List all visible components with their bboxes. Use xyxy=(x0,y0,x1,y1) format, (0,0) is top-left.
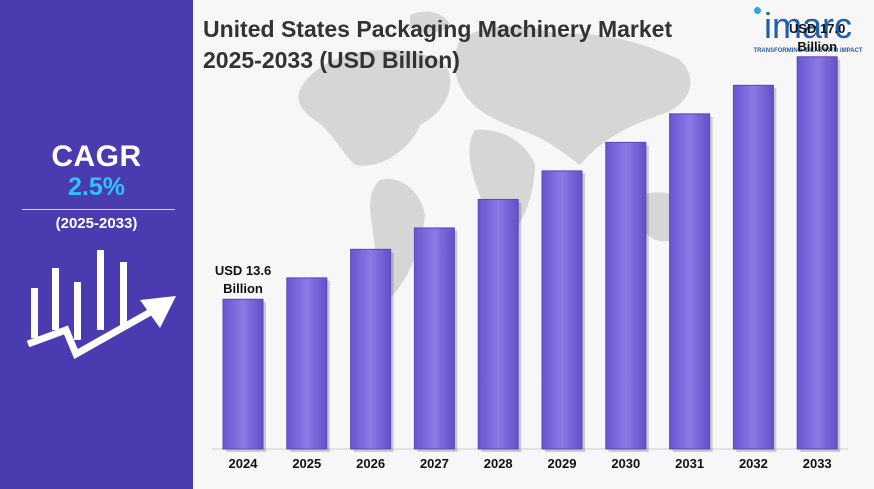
bar-2031 xyxy=(669,113,711,450)
x-tick-label: 2025 xyxy=(292,456,321,471)
value-annotation: Billion xyxy=(797,39,837,54)
logo-wordmark: imarc xyxy=(764,5,852,46)
bar-2025 xyxy=(286,277,328,450)
cagr-divider xyxy=(22,209,175,210)
bar-2026 xyxy=(350,248,392,450)
bar-2032 xyxy=(732,84,774,450)
bar-2030 xyxy=(605,141,647,450)
x-tick-label: 2026 xyxy=(356,456,385,471)
x-tick-label: 2028 xyxy=(484,456,513,471)
x-tick-label: 2032 xyxy=(739,456,768,471)
cagr-value: 2.5% xyxy=(68,173,125,201)
logo-dot-icon xyxy=(754,7,761,14)
value-annotation: USD 17.0 xyxy=(789,21,845,36)
bar-2027 xyxy=(413,227,455,450)
brand-logo: imarc TRANSFORMING IDEAS INTO IMPACT xyxy=(748,6,868,58)
cagr-panel xyxy=(0,0,193,489)
bar-2028 xyxy=(477,198,519,450)
bar-2029 xyxy=(541,170,583,450)
x-tick-label: 2030 xyxy=(611,456,640,471)
x-tick-label: 2033 xyxy=(803,456,832,471)
x-tick-label: 2031 xyxy=(675,456,704,471)
growth-chart-icon xyxy=(26,250,176,359)
value-annotation: Billion xyxy=(223,281,263,296)
x-tick-label: 2027 xyxy=(420,456,449,471)
bar-2024 xyxy=(222,298,264,450)
title-line-2: 2025-2033 (USD Billion) xyxy=(203,47,460,73)
chart-title: United States Packaging Machinery Market… xyxy=(203,14,743,76)
cagr-label: CAGR xyxy=(51,140,142,173)
value-annotation: USD 13.6 xyxy=(215,263,271,278)
logo-tagline: TRANSFORMING IDEAS INTO IMPACT xyxy=(753,48,863,54)
bar-2033 xyxy=(796,56,838,450)
cagr-period: (2025-2033) xyxy=(55,215,138,232)
title-line-1: United States Packaging Machinery Market xyxy=(203,16,673,42)
x-tick-label: 2029 xyxy=(548,456,577,471)
x-tick-label: 2024 xyxy=(229,456,259,471)
